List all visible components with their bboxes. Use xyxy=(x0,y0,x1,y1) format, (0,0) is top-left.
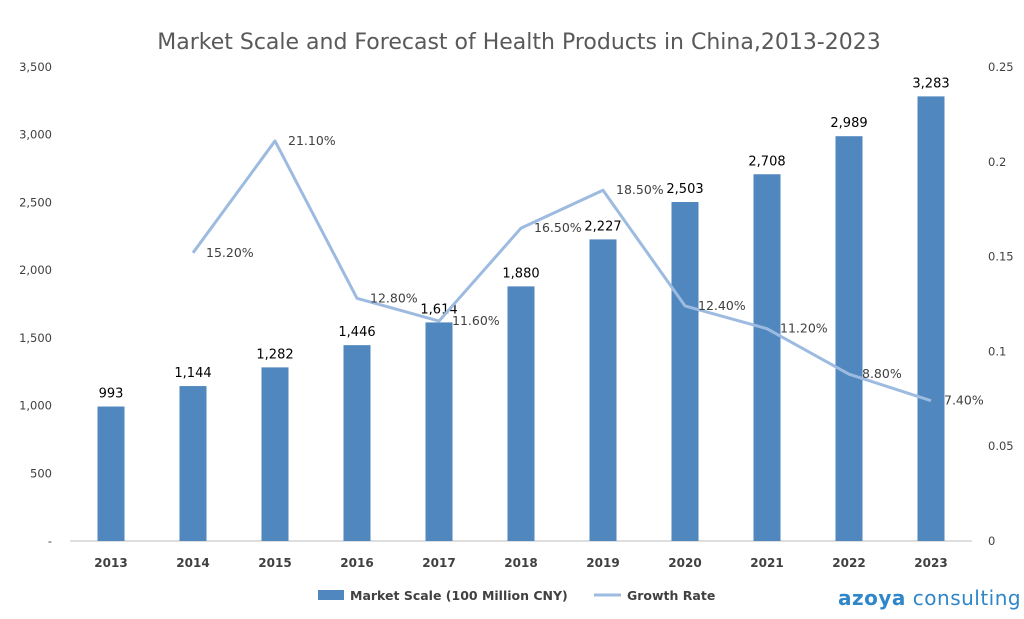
bar xyxy=(671,202,699,542)
x-tick-label: 2019 xyxy=(586,556,619,570)
bar-value-label: 1,144 xyxy=(174,366,211,381)
legend-line-label: Growth Rate xyxy=(627,588,715,603)
x-tick-label: 2018 xyxy=(504,556,537,570)
brand-name: azoya xyxy=(838,586,906,610)
growth-rate-label: 12.80% xyxy=(370,290,418,305)
growth-rate-label: 11.20% xyxy=(780,321,828,336)
y-left-tick-label: 2,500 xyxy=(19,195,52,209)
y-right-tick-label: 0 xyxy=(988,534,995,548)
bar-value-label: 993 xyxy=(99,387,124,402)
growth-rate-label: 15.20% xyxy=(206,245,254,260)
bar-value-label: 1,282 xyxy=(256,347,293,362)
bar-value-label: 2,989 xyxy=(830,116,867,131)
chart-title: Market Scale and Forecast of Health Prod… xyxy=(157,30,881,55)
bar xyxy=(589,239,617,541)
x-tick-label: 2015 xyxy=(258,556,291,570)
growth-rate-label: 21.10% xyxy=(288,133,336,148)
bar xyxy=(343,345,371,541)
bar-value-label: 1,446 xyxy=(338,325,375,340)
x-tick-label: 2016 xyxy=(340,556,373,570)
legend: Market Scale (100 Million CNY) Growth Ra… xyxy=(318,588,715,603)
growth-rate-label: 7.40% xyxy=(944,393,984,408)
bar-value-label: 3,283 xyxy=(912,76,949,91)
y-left-tick-label: 3,000 xyxy=(19,128,52,142)
bar xyxy=(97,406,125,541)
brand-suffix: consulting xyxy=(912,586,1022,610)
x-tick-label: 2013 xyxy=(94,556,127,570)
bar-value-label: 1,880 xyxy=(502,266,539,281)
y-left-tick-label: 3,500 xyxy=(19,60,52,74)
x-tick-label: 2021 xyxy=(750,556,783,570)
bar xyxy=(179,386,207,541)
growth-rate-line xyxy=(191,139,932,403)
y-left-tick-label: 1,000 xyxy=(19,399,52,413)
bar xyxy=(835,136,863,542)
y-left-tick-label: 500 xyxy=(30,466,52,480)
y-right-tick-label: 0.1 xyxy=(988,344,1006,358)
azoya-consulting-logo: azoya consulting xyxy=(838,586,1021,610)
x-tick-label: 2014 xyxy=(176,556,209,570)
bar xyxy=(425,322,453,541)
left-axis: - 500 1,000 1,500 2,000 2,500 3,000 3,500 xyxy=(19,60,52,548)
growth-rate-label: 12.40% xyxy=(698,298,746,313)
bar-value-label: 2,503 xyxy=(666,182,703,197)
bar xyxy=(917,96,945,541)
y-left-tick-label: 1,500 xyxy=(19,331,52,345)
right-axis: 0 0.05 0.1 0.15 0.2 0.25 xyxy=(988,60,1014,548)
y-right-tick-label: 0.2 xyxy=(988,155,1006,169)
growth-rate-label: 18.50% xyxy=(616,182,664,197)
x-tick-label: 2017 xyxy=(422,556,455,570)
x-tick-label: 2020 xyxy=(668,556,701,570)
y-right-tick-label: 0.15 xyxy=(988,250,1014,264)
growth-line: 15.20% 21.10% 12.80% 11.60% 16.50% 18.50% 12.4… xyxy=(191,133,984,408)
x-tick-label: 2023 xyxy=(914,556,947,570)
legend-bar-swatch xyxy=(318,590,344,600)
growth-rate-label: 8.80% xyxy=(862,366,902,381)
y-right-tick-label: 0.25 xyxy=(988,60,1014,74)
y-left-tick-label: - xyxy=(48,534,52,548)
legend-bar-label: Market Scale (100 Million CNY) xyxy=(350,588,568,603)
growth-rate-label: 16.50% xyxy=(534,220,582,235)
y-left-tick-label: 2,000 xyxy=(19,263,52,277)
x-tick-label: 2022 xyxy=(832,556,865,570)
bar-value-label: 1,614 xyxy=(420,302,457,317)
x-axis: 2013 2014 2015 2016 2017 2018 2019 2020 2021 2022… xyxy=(70,540,972,570)
bar-value-label: 2,227 xyxy=(584,219,621,234)
bars: 993 1,144 1,282 1,446 1,614 1,880 2,227 2,503 2,… xyxy=(97,76,950,542)
y-right-tick-label: 0.05 xyxy=(988,439,1014,453)
bar xyxy=(261,367,289,541)
growth-rate-label: 11.60% xyxy=(452,313,500,328)
bar-value-label: 2,708 xyxy=(748,154,785,169)
bar xyxy=(753,174,781,541)
bar xyxy=(507,286,535,541)
